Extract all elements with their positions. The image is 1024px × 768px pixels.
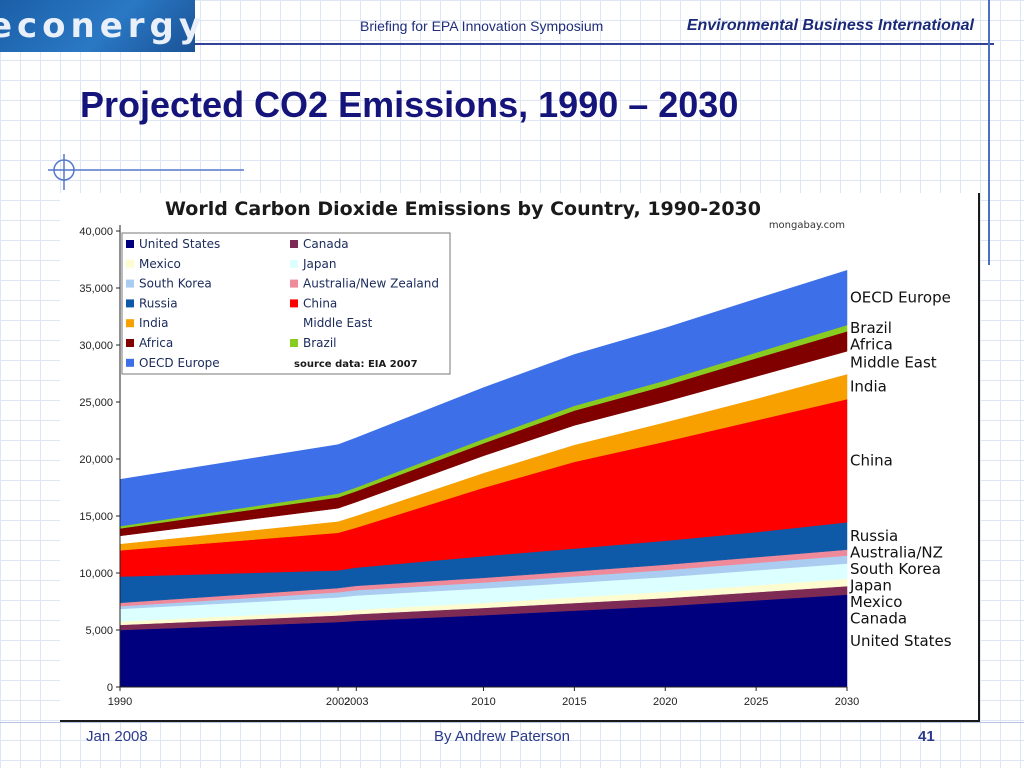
- legend-swatch-africa: [126, 339, 134, 347]
- series-label-japan: Japan: [849, 577, 892, 595]
- y-tick-label: 10,000: [79, 568, 113, 580]
- chart-frame: World Carbon Dioxide Emissions by Countr…: [60, 193, 980, 722]
- y-tick-label: 35,000: [79, 283, 113, 295]
- area-oecd-europe: [119, 269, 848, 527]
- legend-swatch-south-korea: [126, 279, 134, 288]
- series-label-middle-east: Middle East: [850, 354, 937, 372]
- logo-text: econergy: [0, 6, 207, 46]
- econergy-logo: econergy: [0, 0, 201, 52]
- legend-label-africa: Africa: [139, 336, 173, 350]
- legend-swatch-australia-new-zealand: [290, 279, 298, 288]
- legend-label-india: India: [139, 316, 168, 330]
- x-tick-label: 1990: [108, 696, 132, 708]
- legend-label-middle-east: Middle East: [303, 316, 373, 330]
- x-tick-label: 2025: [744, 696, 768, 708]
- crosshair-decoration: [48, 154, 244, 190]
- legend-label-united-states: United States: [139, 237, 220, 251]
- series-label-brazil: Brazil: [850, 319, 892, 337]
- x-tick-label: 2002: [326, 696, 350, 708]
- right-accent-bar: [988, 0, 990, 265]
- y-tick-label: 0: [107, 682, 113, 694]
- x-tick-label: 2003: [344, 696, 368, 708]
- chart-source-note: source data: EIA 2007: [294, 359, 418, 370]
- series-label-australia-nz: Australia/NZ: [850, 544, 943, 562]
- header-rule: [195, 43, 994, 45]
- legend-label-australia-new-zealand: Australia/New Zealand: [303, 277, 439, 291]
- x-tick-label: 2020: [653, 696, 677, 708]
- series-label-united-states: United States: [850, 632, 952, 650]
- legend-swatch-middle-east: [289, 318, 299, 328]
- legend-swatch-india: [126, 319, 134, 328]
- series-label-russia: Russia: [850, 527, 898, 545]
- legend-swatch-china: [290, 299, 298, 308]
- footer-page-number: 41: [918, 728, 935, 745]
- legend-swatch-oecd-europe: [126, 358, 134, 367]
- y-tick-label: 40,000: [79, 226, 113, 238]
- chart-credit: mongabay.com: [769, 220, 845, 231]
- footer-date: Jan 2008: [86, 728, 148, 745]
- slide-title: Projected CO2 Emissions, 1990 – 2030: [80, 84, 739, 125]
- header-subtitle: Briefing for EPA Innovation Symposium: [360, 18, 604, 34]
- footer-author: By Andrew Paterson: [434, 728, 570, 745]
- footer-rule: [0, 722, 1024, 723]
- legend-swatch-united-states: [126, 240, 134, 248]
- legend-label-russia: Russia: [139, 296, 178, 310]
- x-tick-label: 2030: [835, 696, 859, 708]
- legend-label-brazil: Brazil: [303, 336, 337, 350]
- series-label-india: India: [850, 378, 887, 396]
- legend-label-oecd-europe: OECD Europe: [139, 356, 220, 370]
- legend-swatch-mexico: [126, 259, 134, 268]
- legend-label-canada: Canada: [303, 237, 349, 251]
- legend-label-mexico: Mexico: [139, 257, 181, 271]
- legend-box: [121, 232, 451, 375]
- y-tick-label: 25,000: [79, 397, 113, 409]
- series-label-africa: Africa: [850, 336, 893, 354]
- series-label-china: China: [850, 452, 893, 470]
- y-tick-label: 30,000: [79, 340, 113, 352]
- series-label-canada: Canada: [850, 610, 907, 628]
- stacked-area-chart: World Carbon Dioxide Emissions by Countr…: [79, 198, 952, 708]
- series-label-oecd-europe: OECD Europe: [850, 289, 951, 307]
- legend-label-china: China: [303, 296, 337, 310]
- series-label-mexico: Mexico: [850, 593, 902, 611]
- legend-swatch-russia: [126, 299, 134, 308]
- legend-label-south-korea: South Korea: [139, 277, 212, 291]
- legend-label-japan: Japan: [302, 257, 336, 271]
- legend-swatch-brazil: [290, 339, 298, 347]
- chart-title: World Carbon Dioxide Emissions by Countr…: [165, 198, 761, 220]
- y-tick-label: 20,000: [79, 454, 113, 466]
- series-label-south-korea: South Korea: [850, 560, 941, 578]
- legend-swatch-japan: [290, 259, 298, 268]
- legend-swatch-canada: [290, 240, 298, 248]
- header-organization: Environmental Business International: [686, 17, 974, 34]
- x-tick-label: 2010: [471, 696, 495, 708]
- x-tick-label: 2015: [562, 696, 586, 708]
- y-tick-label: 15,000: [79, 511, 113, 523]
- y-tick-label: 5,000: [85, 625, 113, 637]
